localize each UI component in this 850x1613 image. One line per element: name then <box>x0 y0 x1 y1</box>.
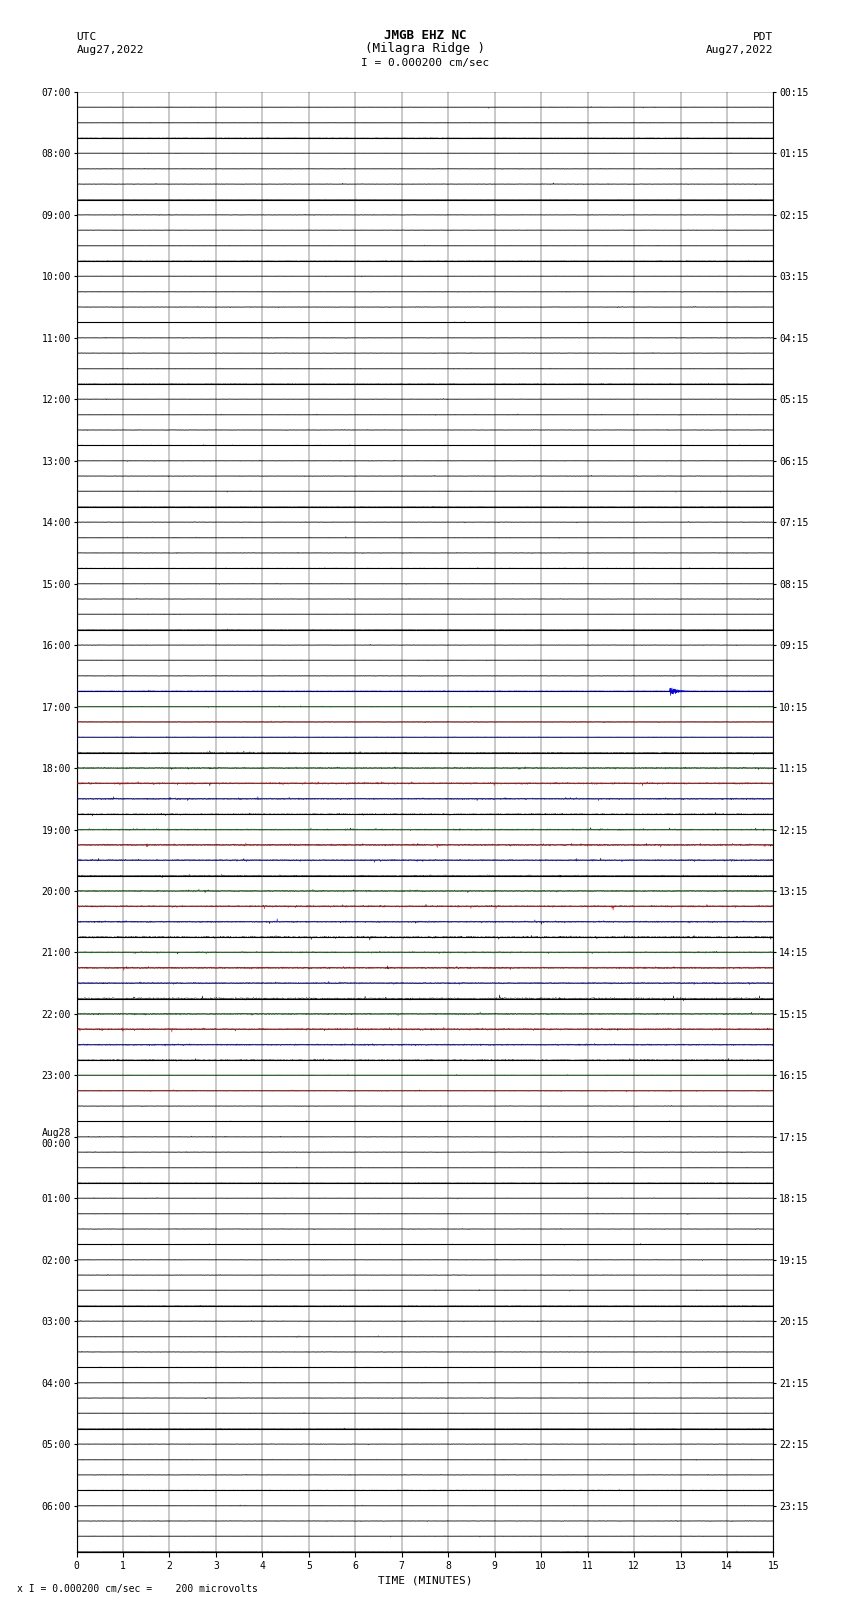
Text: UTC: UTC <box>76 32 97 42</box>
Text: JMGB EHZ NC: JMGB EHZ NC <box>383 29 467 42</box>
Text: I = 0.000200 cm/sec: I = 0.000200 cm/sec <box>361 58 489 68</box>
Text: PDT: PDT <box>753 32 774 42</box>
Text: Aug27,2022: Aug27,2022 <box>76 45 144 55</box>
X-axis label: TIME (MINUTES): TIME (MINUTES) <box>377 1576 473 1586</box>
Text: (Milagra Ridge ): (Milagra Ridge ) <box>365 42 485 55</box>
Text: x I = 0.000200 cm/sec =    200 microvolts: x I = 0.000200 cm/sec = 200 microvolts <box>17 1584 258 1594</box>
Text: Aug27,2022: Aug27,2022 <box>706 45 774 55</box>
